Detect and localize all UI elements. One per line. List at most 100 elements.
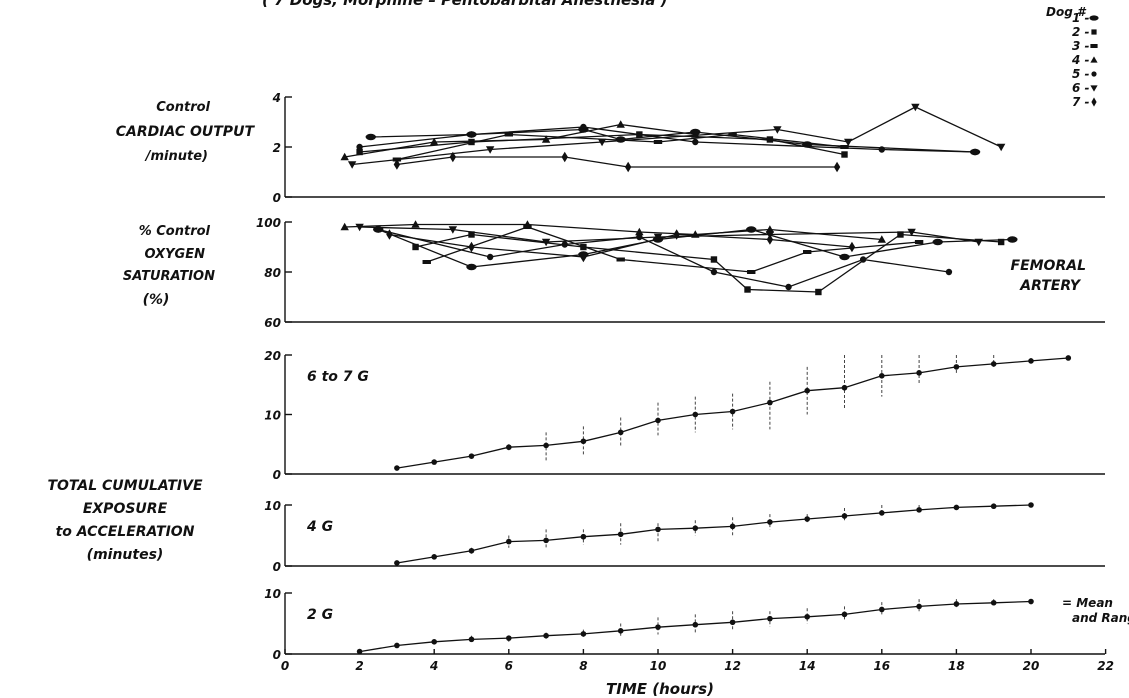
legend-entry-label: 4 - xyxy=(1071,53,1090,67)
cardiac-label-line-2: CARDIAC OUTPUT xyxy=(116,124,256,140)
data-point xyxy=(878,146,885,153)
legend-title: Dog # xyxy=(1046,5,1087,19)
y-tick-label: 2 xyxy=(273,141,281,155)
femoral-line-2: ARTERY xyxy=(1019,278,1082,294)
oxygen-saturation-label: % Control OXYGEN SATURATION (%) xyxy=(123,224,215,308)
data-point xyxy=(911,103,920,112)
x-tick-label: 14 xyxy=(799,659,816,673)
panel-title: 2 G xyxy=(307,607,333,623)
data-point xyxy=(916,370,922,376)
data-point xyxy=(468,453,475,459)
oxygen-label-line-2: OXYGEN xyxy=(145,247,206,262)
mean-note-line-2: and Range xyxy=(1072,611,1129,625)
data-point xyxy=(766,136,774,143)
data-point xyxy=(466,263,477,271)
x-tick-label: 10 xyxy=(650,659,667,673)
data-point xyxy=(541,135,551,143)
legend-entry-marker xyxy=(1090,56,1098,63)
data-point xyxy=(431,554,438,560)
data-point xyxy=(945,268,953,276)
x-tick-label: 22 xyxy=(1097,659,1114,673)
femoral-artery-annotation: FEMORAL ARTERY xyxy=(1011,258,1087,294)
x-tick-label: 6 xyxy=(505,659,513,673)
data-point xyxy=(561,241,568,248)
data-point xyxy=(624,161,632,173)
series-2 xyxy=(412,231,1005,296)
data-point xyxy=(411,220,420,228)
data-point xyxy=(747,270,756,274)
data-point xyxy=(506,538,512,545)
oxygen-label-line-3: SATURATION xyxy=(123,269,215,284)
femoral-line-1: FEMORAL xyxy=(1011,258,1087,274)
data-point xyxy=(617,531,624,538)
legend-entry-label: 3 - xyxy=(1072,39,1090,53)
data-point xyxy=(932,238,943,246)
y-tick-label: 0 xyxy=(273,648,281,662)
data-point xyxy=(879,606,885,613)
data-point xyxy=(468,138,475,146)
data-point xyxy=(729,523,736,530)
data-point xyxy=(635,227,644,236)
data-point xyxy=(561,151,568,163)
exposure-label-line-4: (minutes) xyxy=(87,547,164,563)
data-point xyxy=(765,225,775,233)
data-point xyxy=(766,234,774,245)
data-point xyxy=(541,238,551,247)
mean-range-note: = Mean and Range xyxy=(1062,596,1129,625)
data-point xyxy=(841,513,848,519)
x-tick-label: 2 xyxy=(355,659,363,673)
data-point xyxy=(543,442,549,449)
panel-title: 4 G xyxy=(306,519,333,535)
data-point xyxy=(431,639,438,645)
data-point xyxy=(953,364,960,370)
legend-entry-label: 7 - xyxy=(1072,95,1090,109)
x-tick-label: 20 xyxy=(1023,659,1040,673)
y-tick-label: 4 xyxy=(272,91,281,105)
series-7 xyxy=(393,151,841,173)
series-6 xyxy=(347,103,1006,169)
data-point xyxy=(1028,502,1034,508)
data-point xyxy=(728,132,737,137)
legend-entry-marker xyxy=(1090,85,1098,92)
legend-entry-marker xyxy=(1091,71,1097,77)
x-tick-label: 4 xyxy=(429,659,438,673)
data-point xyxy=(485,146,495,154)
y-tick-label: 0 xyxy=(273,560,281,574)
data-point xyxy=(431,459,438,465)
data-point xyxy=(347,161,357,169)
cardiac-label-line-1: Control xyxy=(156,100,210,115)
series-5 xyxy=(356,123,979,156)
data-point xyxy=(617,628,624,634)
data-point xyxy=(616,120,625,128)
data-point xyxy=(580,533,587,540)
data-point xyxy=(356,143,363,151)
legend-entry-label: 5 - xyxy=(1072,67,1090,81)
legend-entry-label: 6 - xyxy=(1072,81,1090,95)
data-point xyxy=(990,361,997,367)
data-point xyxy=(839,253,850,261)
data-point xyxy=(692,138,699,146)
data-point xyxy=(1007,236,1018,243)
series-line xyxy=(426,226,920,273)
data-point xyxy=(859,256,867,263)
data-point xyxy=(394,465,400,471)
series-line xyxy=(359,126,976,153)
data-point xyxy=(504,132,513,137)
data-point xyxy=(953,601,960,607)
exposure-label-line-3: to ACCELERATION xyxy=(56,524,195,540)
y-tick-label: 10 xyxy=(264,499,281,513)
data-point xyxy=(710,268,718,276)
data-point xyxy=(916,603,922,610)
data-point xyxy=(841,151,848,158)
series-7 xyxy=(386,229,856,263)
mean-note-line-1: = Mean xyxy=(1062,596,1113,610)
y-tick-label: 80 xyxy=(264,266,281,280)
data-point xyxy=(617,429,624,436)
data-point xyxy=(655,624,661,630)
y-tick-label: 0 xyxy=(273,468,281,482)
x-axis-label: TIME (hours) xyxy=(606,680,714,698)
panel-exposure-4g: 0 10 4 G xyxy=(264,499,1105,574)
series--Mean-and-Range xyxy=(394,502,1034,566)
data-point xyxy=(804,387,810,394)
data-point xyxy=(597,138,607,147)
